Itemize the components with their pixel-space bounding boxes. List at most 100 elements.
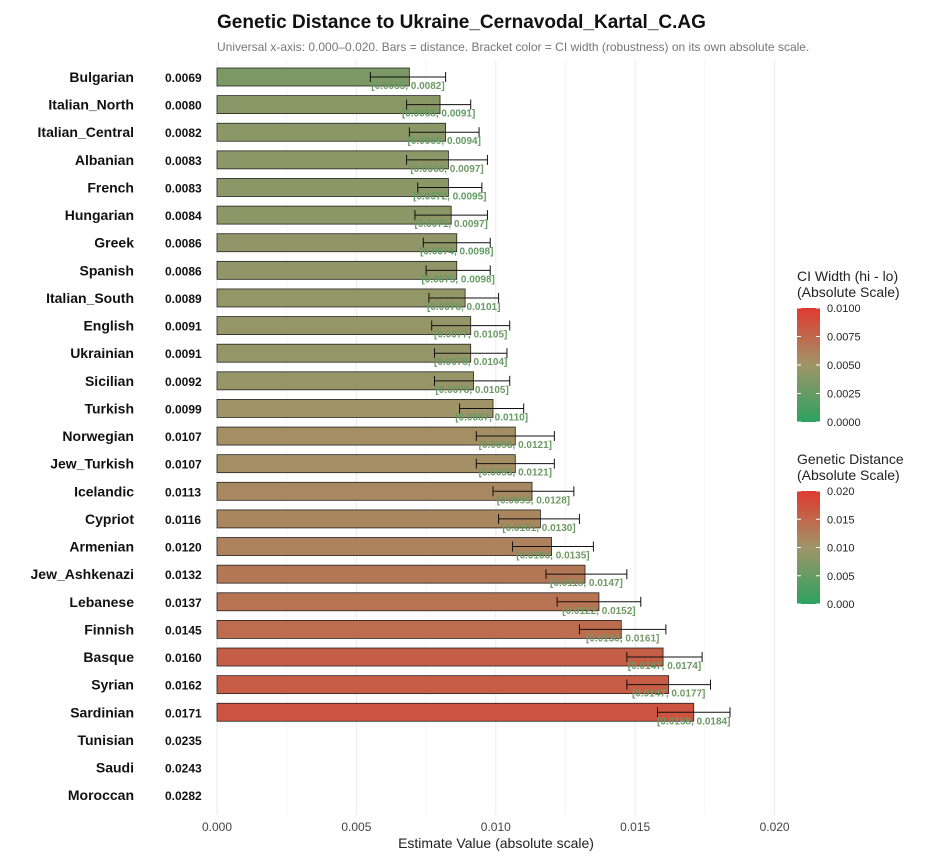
legend-tick-label: 0.015 — [827, 514, 855, 526]
x-tick-label: 0.015 — [620, 820, 650, 834]
bar-row: English 0.0091 [0.0077, 0.0105] — [83, 316, 511, 341]
bar-row: Moroccan 0.0282 — [68, 787, 202, 803]
bar-row: Italian_Central 0.0082 [0.0069, 0.0094] — [38, 122, 481, 147]
bar-row: Syrian 0.0162 [0.0147, 0.0177] — [91, 675, 711, 700]
population-label: Jew_Ashkenazi — [31, 566, 135, 582]
ci-label: [0.0077, 0.0105] — [434, 330, 507, 341]
population-label: Cypriot — [85, 511, 134, 527]
distance-value-label: 0.0083 — [165, 181, 202, 195]
legend-tick-label: 0.010 — [827, 543, 855, 555]
distance-value-label: 0.0243 — [165, 762, 202, 776]
distance-value-label: 0.0069 — [165, 71, 202, 85]
legend-title: Genetic Distance — [797, 451, 904, 467]
distance-bar — [216, 592, 600, 612]
distance-bar — [216, 702, 695, 722]
legend: Genetic Distance(Absolute Scale) 0.000 0.0… — [797, 451, 904, 611]
bar-row: Spanish 0.0086 [0.0075, 0.0098] — [80, 260, 495, 285]
population-label: Sardinian — [70, 704, 134, 720]
ci-label: [0.0068, 0.0097] — [410, 164, 483, 175]
x-axis-title: Estimate Value (absolute scale) — [398, 835, 594, 851]
bar-row: Ukrainian 0.0091 [0.0078, 0.0104] — [70, 343, 508, 368]
distance-bar — [216, 564, 586, 584]
distance-value-label: 0.0107 — [165, 458, 202, 472]
bar-row: Saudi 0.0243 — [96, 760, 202, 776]
bar-row: Cypriot 0.0116 [0.0101, 0.0130] — [85, 509, 580, 534]
population-label: Bulgarian — [69, 69, 134, 85]
ci-label: [0.0122, 0.0152] — [562, 606, 635, 617]
distance-bar — [216, 620, 622, 639]
ci-label: [0.0072, 0.0095] — [413, 191, 486, 202]
bar-row: Greek 0.0086 [0.0074, 0.0098] — [94, 233, 493, 258]
population-label: Finnish — [84, 621, 134, 637]
population-label: Tunisian — [77, 732, 134, 748]
ci-label: [0.0158, 0.0184] — [657, 716, 730, 727]
population-label: Hungarian — [65, 207, 134, 223]
distance-bar — [216, 481, 533, 501]
population-label: Moroccan — [68, 787, 134, 803]
population-label: Albanian — [75, 152, 134, 168]
ci-label: [0.0055, 0.0082] — [371, 81, 444, 92]
distance-value-label: 0.0162 — [165, 679, 202, 693]
bar-row: Jew_Turkish 0.0107 [0.0093, 0.0121] — [50, 454, 555, 479]
population-label: Turkish — [84, 400, 134, 416]
bar-row: Italian_South 0.0089 [0.0076, 0.0101] — [46, 288, 500, 313]
legend-colorbar — [797, 491, 820, 604]
distance-value-label: 0.0091 — [165, 347, 202, 361]
legends: CI Width (hi - lo)(Absolute Scale)0.0000… — [797, 268, 904, 611]
ci-label: [0.0071, 0.0097] — [414, 219, 487, 230]
population-label: French — [87, 179, 134, 195]
population-label: English — [83, 318, 134, 334]
population-label: Ukrainian — [70, 345, 134, 361]
distance-value-label: 0.0083 — [165, 154, 202, 168]
distance-bar — [216, 343, 472, 363]
distance-value-label: 0.0107 — [165, 430, 202, 444]
ci-label: [0.0076, 0.0101] — [427, 302, 500, 313]
distance-value-label: 0.0120 — [165, 541, 202, 555]
legend: CI Width (hi - lo)(Absolute Scale) 0.0000… — [797, 268, 900, 429]
distance-value-label: 0.0086 — [165, 237, 202, 251]
distance-value-label: 0.0137 — [165, 596, 202, 610]
ci-label: [0.0147, 0.0174] — [628, 661, 701, 672]
ci-label: [0.0101, 0.0130] — [502, 523, 575, 534]
bar-row: Finnish 0.0145 [0.0130, 0.0161] — [84, 620, 667, 644]
bar-row: Jew_Ashkenazi 0.0132 [0.0118, 0.0147] — [31, 564, 628, 589]
legend-title: (Absolute Scale) — [797, 467, 900, 483]
ci-label: [0.0093, 0.0121] — [479, 440, 552, 451]
ci-label: [0.0130, 0.0161] — [586, 633, 659, 644]
ci-label: [0.0074, 0.0098] — [420, 247, 493, 258]
distance-value-label: 0.0092 — [165, 375, 202, 389]
bar-row: Bulgarian 0.0069 [0.0055, 0.0082] — [69, 67, 447, 92]
legend-tick-label: 0.0075 — [827, 332, 861, 344]
ci-label: [0.0075, 0.0098] — [421, 274, 494, 285]
legend-tick-label: 0.005 — [827, 571, 855, 583]
population-label: Syrian — [91, 677, 134, 693]
population-label: Italian_North — [48, 97, 134, 113]
bar-row: Italian_North 0.0080 [0.0068, 0.0091] — [48, 95, 475, 120]
ci-label: [0.0078, 0.0105] — [435, 385, 508, 396]
population-label: Lebanese — [69, 594, 134, 610]
bar-row: French 0.0083 [0.0072, 0.0095] — [87, 178, 486, 202]
distance-value-label: 0.0099 — [165, 402, 202, 416]
x-tick-label: 0.010 — [481, 820, 511, 834]
distance-value-label: 0.0116 — [165, 513, 201, 527]
population-label: Italian_Central — [38, 124, 134, 140]
legend-title: (Absolute Scale) — [797, 284, 900, 300]
ci-label: [0.0099, 0.0128] — [497, 495, 570, 506]
chart-subtitle: Universal x-axis: 0.000–0.020. Bars = di… — [217, 40, 809, 54]
distance-value-label: 0.0080 — [165, 99, 202, 113]
bar-row: Sardinian 0.0171 [0.0158, 0.0184] — [70, 702, 731, 727]
chart-title: Genetic Distance to Ukraine_Cernavodal_K… — [217, 12, 706, 33]
population-label: Jew_Turkish — [50, 456, 134, 472]
legend-tick-label: 0.000 — [827, 599, 855, 611]
distance-value-label: 0.0089 — [165, 292, 202, 306]
x-tick-label: 0.005 — [341, 820, 371, 834]
distance-bar — [216, 399, 494, 418]
distance-bar — [216, 647, 664, 667]
bar-row: Tunisian 0.0235 — [77, 732, 202, 748]
distance-value-label: 0.0171 — [165, 706, 202, 720]
distance-value-label: 0.0132 — [165, 568, 202, 582]
bar-row: Lebanese 0.0137 [0.0122, 0.0152] — [69, 592, 642, 617]
distance-value-label: 0.0113 — [165, 485, 201, 499]
distance-value-label: 0.0235 — [165, 734, 202, 748]
